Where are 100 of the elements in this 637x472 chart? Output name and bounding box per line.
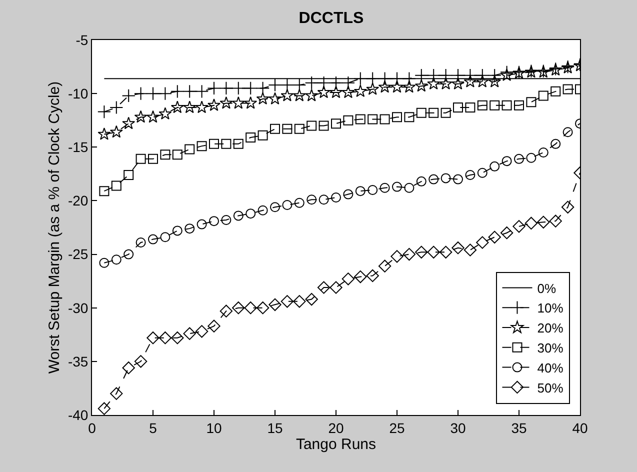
point (195, 325, 208, 338)
point (256, 302, 270, 314)
point (170, 84, 184, 98)
point (368, 114, 378, 124)
point (390, 72, 404, 86)
point (428, 108, 439, 118)
point (111, 180, 122, 191)
point (366, 82, 380, 95)
x-axis-title: Tango Runs (296, 436, 376, 453)
point (476, 236, 489, 249)
point (292, 78, 306, 92)
point (122, 88, 136, 103)
point (256, 81, 270, 96)
point (258, 205, 268, 216)
point (146, 110, 160, 123)
point (500, 65, 514, 79)
point (428, 174, 439, 184)
point (305, 292, 318, 306)
point (282, 124, 292, 134)
point (426, 68, 440, 82)
point (329, 76, 343, 90)
point (268, 92, 282, 105)
y-tick-label: -15 (68, 139, 88, 156)
point (219, 81, 233, 96)
point (440, 108, 451, 118)
point (220, 96, 233, 109)
x-tick-label: 15 (267, 420, 283, 436)
point (124, 249, 134, 260)
point (183, 327, 196, 340)
point (451, 68, 465, 82)
point (270, 124, 280, 134)
point (98, 127, 111, 140)
point (293, 295, 306, 308)
x-tick-label: 30 (450, 420, 466, 436)
point (427, 246, 440, 258)
point (415, 246, 428, 258)
point (476, 68, 490, 82)
point (512, 220, 526, 233)
point (182, 84, 196, 98)
y-tick-label: -35 (68, 353, 88, 370)
point (453, 174, 463, 184)
point (233, 138, 244, 149)
point (196, 219, 207, 230)
point (368, 185, 378, 195)
point (244, 81, 258, 96)
y-tick-label: -40 (68, 406, 88, 423)
point (221, 215, 232, 225)
point (317, 76, 331, 90)
point (268, 298, 282, 311)
point (246, 132, 256, 142)
point (514, 100, 524, 110)
point (146, 86, 160, 100)
point (122, 116, 136, 130)
point (453, 102, 463, 112)
point (207, 81, 221, 96)
point (354, 72, 368, 86)
point (110, 125, 123, 138)
point (500, 68, 514, 81)
point (294, 124, 304, 134)
point (184, 224, 195, 234)
y-axis-title: Worst Setup Margin (as a % of Clock Cycle) (46, 81, 64, 374)
point (562, 127, 573, 138)
point (209, 138, 219, 149)
point (404, 112, 414, 122)
point (158, 86, 172, 100)
y-tick-label: -20 (68, 192, 88, 209)
point (500, 226, 514, 240)
point (184, 144, 195, 154)
point (550, 86, 561, 96)
point (134, 355, 148, 368)
point (355, 186, 366, 196)
point (304, 76, 318, 90)
point (209, 216, 219, 226)
point (477, 168, 488, 178)
point (378, 80, 392, 93)
point (280, 88, 294, 102)
point (172, 150, 182, 160)
point (476, 74, 489, 88)
point (427, 77, 440, 90)
point (183, 100, 196, 114)
point (538, 148, 548, 158)
point (97, 104, 111, 119)
point (464, 244, 477, 256)
point (208, 98, 220, 111)
legend-label: 10% (537, 300, 564, 316)
point (196, 141, 207, 152)
point (465, 102, 476, 112)
point (232, 96, 245, 109)
point (99, 186, 110, 196)
point (524, 216, 538, 230)
point (404, 182, 414, 193)
point (258, 130, 268, 140)
point (490, 100, 500, 110)
y-tick-label: -30 (68, 300, 88, 316)
point (414, 68, 428, 82)
point (488, 74, 502, 88)
point (158, 107, 172, 120)
point (306, 120, 317, 131)
point (306, 194, 317, 205)
point (110, 387, 123, 400)
